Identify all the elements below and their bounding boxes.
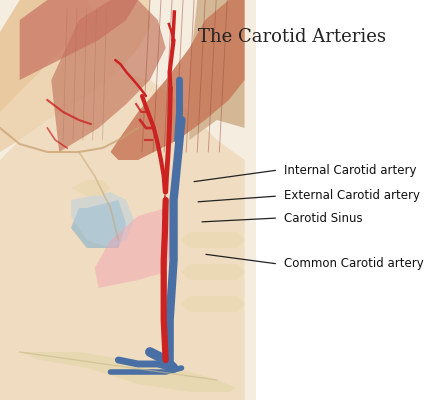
Polygon shape — [181, 296, 244, 312]
Polygon shape — [0, 0, 256, 400]
Polygon shape — [0, 0, 149, 152]
Polygon shape — [51, 0, 165, 152]
Text: Carotid Sinus: Carotid Sinus — [283, 212, 362, 224]
Polygon shape — [0, 0, 95, 112]
Polygon shape — [71, 192, 134, 248]
Polygon shape — [20, 0, 138, 80]
Polygon shape — [181, 264, 244, 280]
Polygon shape — [71, 200, 126, 248]
Polygon shape — [189, 0, 244, 140]
Text: Common Carotid artery: Common Carotid artery — [283, 258, 423, 270]
Polygon shape — [71, 180, 110, 196]
Polygon shape — [181, 232, 244, 248]
Text: External Carotid artery: External Carotid artery — [283, 190, 419, 202]
Polygon shape — [110, 0, 244, 160]
Polygon shape — [95, 208, 173, 288]
Polygon shape — [20, 352, 236, 392]
Text: Internal Carotid artery: Internal Carotid artery — [283, 164, 416, 176]
Text: The Carotid Arteries: The Carotid Arteries — [198, 28, 385, 46]
Polygon shape — [162, 192, 167, 232]
Polygon shape — [0, 72, 244, 400]
